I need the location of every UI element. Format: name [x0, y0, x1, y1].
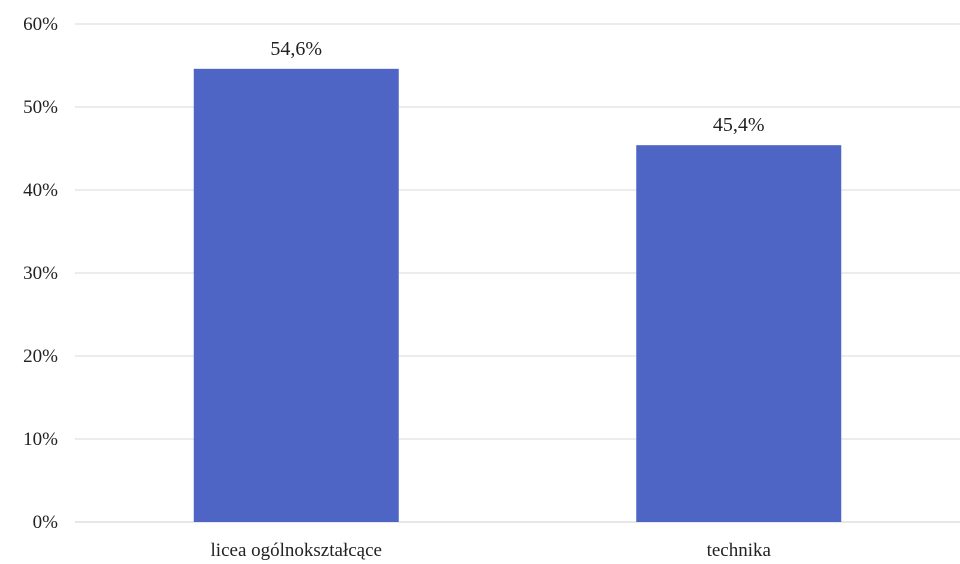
bar-value-label: 45,4%: [713, 114, 765, 136]
y-axis-tick-labels: 0% 10% 20% 30% 40% 50% 60%: [23, 14, 58, 533]
y-tick-label: 40%: [23, 180, 58, 201]
x-axis-category-labels: licea ogólnokształcące technika: [211, 540, 772, 561]
category-label: licea ogólnokształcące: [211, 540, 382, 561]
bars: [193, 68, 842, 522]
y-tick-label: 50%: [23, 97, 58, 118]
y-tick-label: 30%: [23, 263, 58, 284]
bar: [636, 145, 842, 522]
y-tick-label: 10%: [23, 429, 58, 450]
y-tick-label: 60%: [23, 14, 58, 35]
category-label: technika: [707, 540, 772, 561]
data-labels: 54,6% 45,4%: [270, 38, 764, 136]
y-tick-label: 20%: [23, 346, 58, 367]
bar: [193, 68, 399, 522]
y-tick-label: 0%: [33, 512, 59, 533]
bar-value-label: 54,6%: [270, 38, 322, 60]
